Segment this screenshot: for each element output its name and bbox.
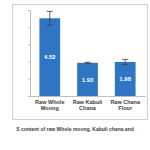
x-tick: Raw KabuliChana	[73, 99, 103, 111]
error-bar-part	[85, 62, 91, 63]
bar	[115, 62, 136, 96]
error-bar	[47, 11, 53, 25]
x-axis-line	[31, 96, 146, 97]
plot-area	[39, 11, 135, 96]
data-label: 1.93	[82, 77, 94, 83]
error-bar-part	[122, 64, 128, 65]
y-tick	[28, 79, 30, 80]
y-tick-mark	[28, 96, 30, 97]
y-tick-mark	[28, 62, 30, 63]
error-bar-part	[125, 59, 126, 64]
data-label: 1.98	[119, 76, 131, 82]
bar	[77, 63, 98, 96]
error-bar	[122, 59, 128, 64]
y-axis	[28, 11, 31, 97]
y-tick	[28, 96, 30, 97]
x-tick: Raw WholeMoong	[35, 99, 64, 111]
error-bar-part	[49, 11, 50, 25]
y-tick	[28, 10, 30, 11]
x-tick-label: Raw WholeMoong	[35, 99, 64, 111]
error-bar-part	[47, 25, 53, 26]
y-tick-mark	[28, 79, 30, 80]
y-tick	[28, 27, 30, 28]
x-tick-label: Raw KabuliChana	[73, 99, 103, 111]
y-tick-mark	[28, 44, 30, 45]
y-tick-mark	[28, 10, 30, 11]
error-bar-part	[47, 11, 53, 12]
error-bar	[85, 62, 91, 63]
error-bar-part	[85, 63, 91, 64]
x-axis: Raw WholeMoong Raw KabuliChana Raw ChanaFl…	[31, 97, 146, 112]
chart: Raw WholeMoong Raw KabuliChana Raw ChanaFl…	[0, 0, 150, 150]
data-label: 4.52	[44, 54, 56, 60]
y-tick	[28, 62, 30, 63]
title: S content of raw Whole moong, Kabuli cha…	[16, 126, 134, 132]
y-tick-mark	[28, 27, 30, 28]
y-tick	[28, 44, 30, 45]
x-tick: Raw ChanaFlour	[110, 99, 141, 111]
x-tick-label: Raw ChanaFlour	[110, 99, 141, 111]
frame	[13, 5, 148, 120]
error-bar-part	[122, 59, 128, 60]
data-labels: 4.52 1.93 1.98	[44, 54, 132, 82]
y-axis-line	[28, 11, 31, 97]
bar	[39, 18, 60, 96]
